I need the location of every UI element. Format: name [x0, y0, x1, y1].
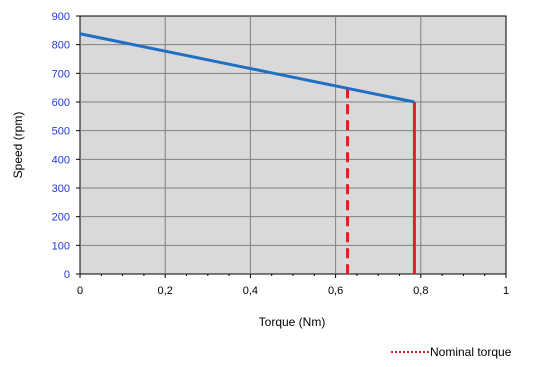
- y-tick-label: 500: [52, 126, 70, 138]
- grid-lines: [80, 16, 506, 274]
- x-tick-label: 0: [77, 285, 83, 297]
- x-tick-label: 0,4: [243, 285, 258, 297]
- y-tick-label: 900: [52, 11, 70, 23]
- x-tick-label: 0,2: [158, 285, 173, 297]
- legend: Nominal torque: [391, 345, 512, 359]
- y-tick-label: 800: [52, 40, 70, 52]
- y-axis-label: Speed (rpm): [11, 112, 25, 179]
- y-axis-ticks: 0 100 200 300 400 500 600 700 800 900: [52, 11, 80, 281]
- x-axis-ticks: 0 0,2 0,4 0,6 0,8 1: [77, 274, 509, 297]
- y-tick-label: 400: [52, 154, 70, 166]
- y-tick-label: 700: [52, 68, 70, 80]
- x-tick-label: 0,8: [413, 285, 428, 297]
- y-tick-label: 200: [52, 212, 70, 224]
- x-tick-label: 0,6: [328, 285, 343, 297]
- x-tick-label: 1: [503, 285, 509, 297]
- y-tick-label: 0: [64, 269, 70, 281]
- legend-label-nominal-torque: Nominal torque: [430, 345, 512, 359]
- y-tick-label: 100: [52, 240, 70, 252]
- y-tick-label: 300: [52, 183, 70, 195]
- x-axis-label: Torque (Nm): [259, 315, 326, 329]
- plot-area: [79, 15, 507, 275]
- y-tick-label: 600: [52, 97, 70, 109]
- chart-marks: [79, 32, 416, 274]
- speed-torque-line: [79, 32, 415, 104]
